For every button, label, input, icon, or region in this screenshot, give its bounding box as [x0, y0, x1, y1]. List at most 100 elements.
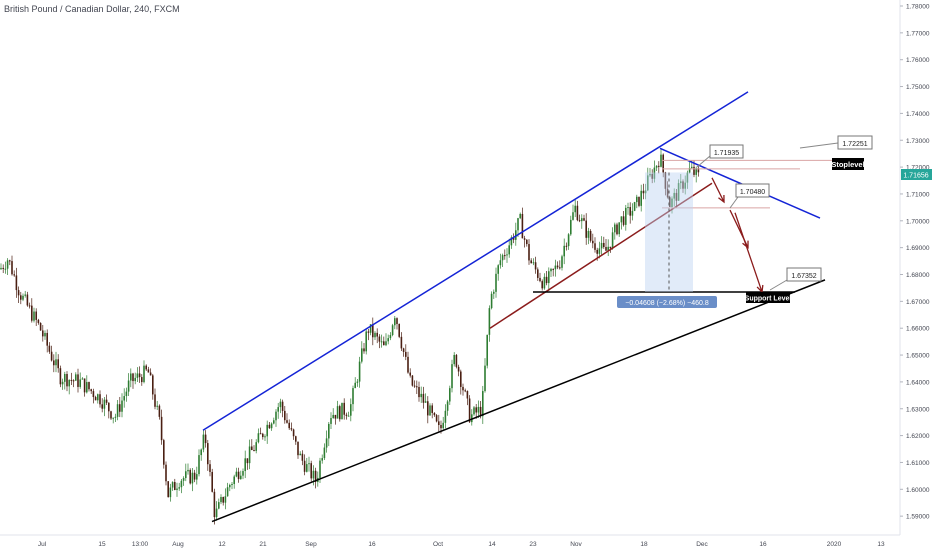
candle-body[interactable]	[24, 294, 26, 296]
candle-body[interactable]	[138, 373, 141, 378]
candle-body[interactable]	[28, 305, 31, 307]
candle-body[interactable]	[334, 414, 337, 419]
candle-body[interactable]	[479, 406, 482, 417]
candle-body[interactable]	[248, 446, 251, 464]
candle-body[interactable]	[422, 393, 425, 403]
candle-body[interactable]	[26, 294, 29, 306]
candle-body[interactable]	[103, 399, 106, 409]
candle-body[interactable]	[220, 497, 222, 503]
candle-body[interactable]	[295, 436, 297, 442]
candle-body[interactable]	[81, 378, 84, 380]
candle-body[interactable]	[442, 422, 444, 429]
measure-region[interactable]	[645, 172, 693, 292]
candle-body[interactable]	[99, 394, 101, 405]
candle-body[interactable]	[108, 402, 110, 412]
candle-body[interactable]	[101, 404, 103, 409]
candle-body[interactable]	[561, 256, 563, 268]
candle-body[interactable]	[167, 481, 169, 498]
candle-body[interactable]	[449, 388, 451, 402]
candle-body[interactable]	[521, 213, 524, 239]
candle-body[interactable]	[633, 202, 636, 211]
candle-body[interactable]	[600, 242, 603, 249]
candle-body[interactable]	[277, 407, 279, 412]
candle-body[interactable]	[374, 332, 376, 338]
candle-body[interactable]	[677, 183, 680, 201]
candle-body[interactable]	[391, 325, 394, 336]
callout-stoplevel-value[interactable]: 1.72251	[799, 135, 873, 150]
candle-body[interactable]	[420, 393, 422, 398]
candle-body[interactable]	[75, 374, 77, 381]
candle-body[interactable]	[512, 237, 515, 240]
candle-body[interactable]	[130, 373, 132, 381]
candle-body[interactable]	[17, 290, 20, 296]
candle-body[interactable]	[611, 232, 614, 249]
candle-body[interactable]	[501, 255, 504, 261]
candle-body[interactable]	[90, 389, 92, 392]
candle-body[interactable]	[567, 234, 570, 247]
candle-body[interactable]	[424, 401, 427, 403]
candle-body[interactable]	[61, 381, 64, 385]
candle-body[interactable]	[149, 372, 152, 376]
candle-body[interactable]	[297, 441, 299, 456]
candle-body[interactable]	[686, 172, 689, 183]
candle-body[interactable]	[418, 386, 420, 398]
candle-body[interactable]	[684, 182, 686, 189]
candle-body[interactable]	[20, 295, 22, 300]
candle-body[interactable]	[508, 245, 510, 255]
candle-body[interactable]	[202, 434, 205, 450]
candle-body[interactable]	[429, 405, 431, 416]
candle-body[interactable]	[688, 167, 691, 173]
candle-body[interactable]	[400, 336, 403, 349]
candle-body[interactable]	[378, 336, 381, 342]
candle-body[interactable]	[411, 375, 414, 386]
candle-body[interactable]	[446, 401, 449, 411]
candle-body[interactable]	[42, 330, 44, 337]
candle-body[interactable]	[152, 375, 154, 395]
candle-body[interactable]	[519, 213, 521, 219]
candle-body[interactable]	[345, 414, 348, 416]
candle-body[interactable]	[594, 243, 596, 250]
candle-body[interactable]	[631, 210, 634, 216]
candle-body[interactable]	[286, 420, 288, 423]
candle-body[interactable]	[510, 237, 513, 246]
candle-body[interactable]	[369, 324, 372, 333]
candle-body[interactable]	[92, 391, 95, 398]
candle-body[interactable]	[545, 276, 548, 284]
candle-body[interactable]	[0, 267, 2, 270]
candle-body[interactable]	[215, 508, 218, 518]
candle-body[interactable]	[48, 345, 51, 352]
candle-body[interactable]	[413, 385, 416, 387]
candle-body[interactable]	[141, 377, 143, 383]
candle-body[interactable]	[409, 372, 411, 376]
candle-body[interactable]	[559, 267, 561, 269]
candle-body[interactable]	[182, 478, 185, 481]
candle-body[interactable]	[323, 447, 326, 459]
candle-body[interactable]	[693, 166, 695, 175]
candle-body[interactable]	[332, 414, 334, 419]
candle-body[interactable]	[319, 460, 321, 478]
candle-body[interactable]	[121, 400, 123, 412]
candle-body[interactable]	[515, 230, 517, 240]
candle-body[interactable]	[284, 410, 286, 421]
candle-body[interactable]	[647, 175, 649, 191]
candle-body[interactable]	[473, 407, 475, 415]
candle-body[interactable]	[66, 373, 68, 387]
candle-body[interactable]	[616, 224, 618, 235]
candle-body[interactable]	[226, 487, 229, 497]
candle-body[interactable]	[339, 406, 341, 420]
candle-body[interactable]	[290, 428, 293, 430]
candle-body[interactable]	[664, 172, 667, 189]
candle-body[interactable]	[35, 311, 37, 320]
candle-body[interactable]	[405, 351, 407, 357]
candle-body[interactable]	[543, 276, 546, 289]
candle-body[interactable]	[427, 401, 429, 416]
candle-body[interactable]	[292, 429, 295, 437]
callout-mid-value[interactable]: 1.70480	[729, 183, 770, 209]
candle-body[interactable]	[565, 245, 568, 247]
candle-body[interactable]	[301, 453, 304, 461]
candle-body[interactable]	[675, 192, 678, 201]
candle-body[interactable]	[266, 424, 268, 437]
candle-body[interactable]	[125, 391, 128, 397]
candle-body[interactable]	[640, 190, 642, 206]
candle-body[interactable]	[312, 470, 315, 479]
